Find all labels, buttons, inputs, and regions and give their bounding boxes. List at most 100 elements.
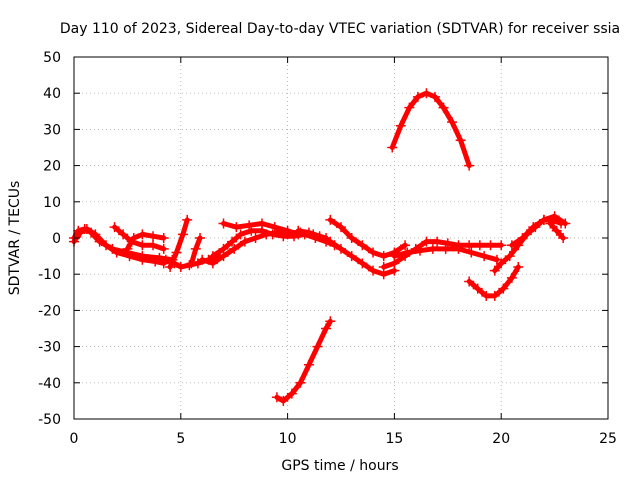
data-point <box>472 283 483 294</box>
data-point <box>346 233 357 243</box>
data-point <box>278 231 289 242</box>
data-point <box>231 222 242 233</box>
data-point <box>227 236 238 247</box>
data-point <box>325 214 336 225</box>
data-point <box>250 233 261 243</box>
data-point <box>218 218 229 229</box>
data-point <box>489 290 500 301</box>
data-point <box>545 218 556 229</box>
data-point <box>75 227 86 238</box>
data-point <box>175 261 186 272</box>
data-point <box>278 395 289 406</box>
data-point <box>207 251 218 262</box>
data-point <box>325 316 336 327</box>
data-point <box>235 229 246 240</box>
x-axis-label: GPS time / hours <box>281 458 398 474</box>
data-point <box>90 229 101 240</box>
data-point <box>400 240 411 251</box>
data-point <box>453 243 464 254</box>
data-point <box>346 251 357 262</box>
data-point <box>148 231 159 242</box>
series-arc-14 <box>387 88 475 171</box>
data-point <box>506 272 517 283</box>
data-point <box>558 233 569 243</box>
data-point <box>464 160 475 171</box>
data-point <box>269 222 280 233</box>
data-point <box>466 247 477 258</box>
series-arc-16 <box>389 243 502 265</box>
data-point <box>186 258 197 269</box>
data-point <box>496 240 507 251</box>
x-tick-label: 25 <box>599 431 617 447</box>
data-point <box>160 254 171 265</box>
data-point <box>549 211 560 222</box>
data-point <box>229 243 240 254</box>
data-point <box>429 91 440 102</box>
data-point <box>528 222 539 233</box>
data-point <box>312 341 323 352</box>
data-point <box>560 218 571 229</box>
y-tick-label: -20 <box>38 303 61 319</box>
data-point <box>464 240 475 251</box>
data-point <box>404 102 415 113</box>
data-point <box>81 223 92 234</box>
data-point <box>427 243 438 254</box>
y-tick-label: 30 <box>43 122 61 138</box>
data-point <box>421 236 432 247</box>
series-arc-17 <box>464 261 524 301</box>
data-point <box>148 240 159 251</box>
data-point <box>122 243 133 254</box>
data-point <box>325 236 336 247</box>
data-point <box>464 276 475 287</box>
data-point <box>137 254 148 265</box>
data-point <box>271 392 282 403</box>
y-tick-label: 20 <box>43 159 61 175</box>
data-point <box>368 265 379 276</box>
data-point <box>182 214 193 225</box>
data-point <box>498 283 509 294</box>
y-axis-label: SDTVAR / TECUs <box>7 181 23 296</box>
series-arc-10 <box>218 218 304 240</box>
y-tick-label: -40 <box>38 376 61 392</box>
data-point <box>111 247 122 258</box>
data-point <box>438 102 449 113</box>
data-point <box>244 220 255 231</box>
series-line <box>71 226 167 266</box>
data-point <box>118 229 129 240</box>
data-point <box>496 258 507 269</box>
data-point <box>412 91 423 102</box>
data-point <box>517 233 528 243</box>
data-point <box>357 258 368 269</box>
data-point <box>321 323 332 334</box>
x-tick-label: 5 <box>176 431 185 447</box>
data-point <box>440 243 451 254</box>
data-point <box>128 233 139 243</box>
data-point <box>137 240 148 251</box>
data-point <box>551 225 562 236</box>
data-point <box>395 120 406 131</box>
data-point <box>109 222 120 233</box>
y-tick-label: 0 <box>52 231 61 247</box>
data-point <box>387 142 398 153</box>
x-tick-label: 20 <box>492 431 510 447</box>
series-arc-20 <box>545 218 569 243</box>
data-point <box>314 231 325 242</box>
y-tick-label: -10 <box>38 267 61 283</box>
data-point <box>293 225 304 236</box>
data-point <box>239 236 250 247</box>
y-tick-label: -50 <box>38 412 61 428</box>
data-point <box>489 265 500 276</box>
data-point <box>267 229 278 240</box>
data-point <box>415 245 426 256</box>
data-point <box>378 261 389 272</box>
data-point <box>421 88 432 99</box>
y-tick-label: 50 <box>43 50 61 66</box>
data-point <box>402 247 413 258</box>
data-point <box>504 251 515 262</box>
data-point <box>124 251 135 262</box>
data-point <box>357 240 368 251</box>
series-arc-13 <box>271 316 336 406</box>
data-point <box>336 222 346 233</box>
series-line <box>167 217 190 270</box>
